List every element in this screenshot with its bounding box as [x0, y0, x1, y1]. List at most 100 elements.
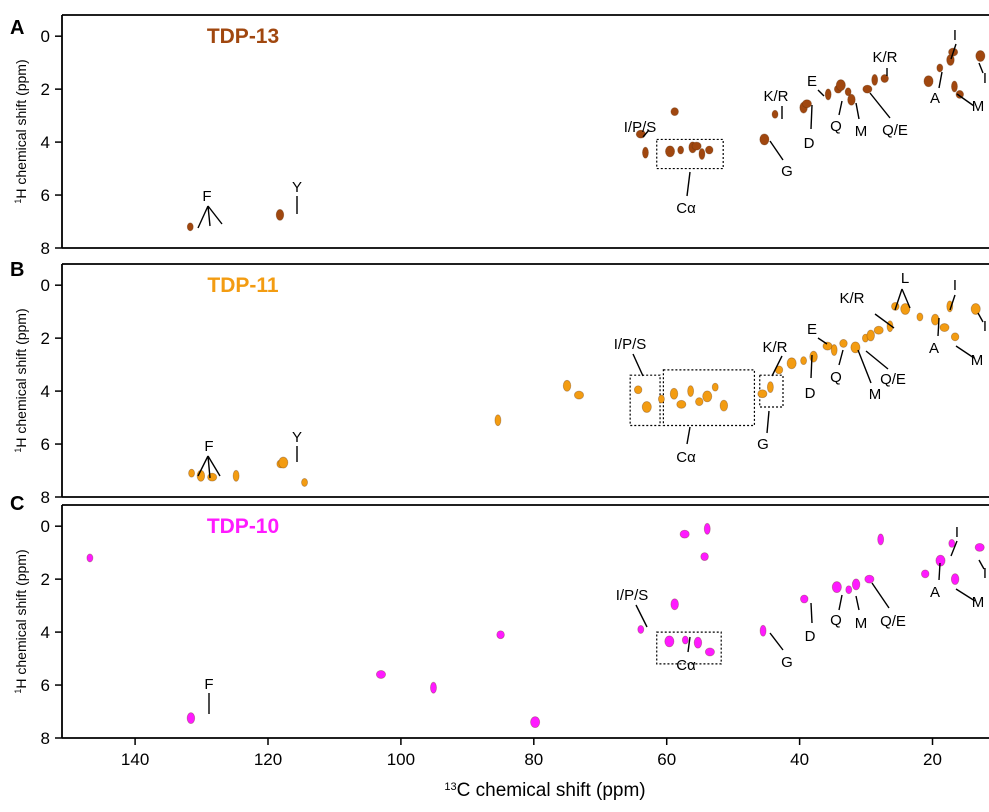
peak: [232, 469, 240, 482]
leader-line: [686, 171, 691, 197]
peak-label: A: [929, 340, 939, 357]
peak: [831, 581, 842, 593]
leader-line: [937, 317, 940, 337]
x-axis-title: 13C chemical shift (ppm): [444, 780, 645, 801]
peak: [809, 350, 818, 363]
peak: [847, 93, 856, 106]
peak: [871, 73, 879, 86]
peak: [759, 624, 767, 637]
panel-title: TDP-10: [207, 515, 279, 538]
peak-label: M: [971, 352, 984, 369]
leader-line: [938, 71, 943, 89]
peak: [207, 472, 218, 482]
peak: [186, 222, 194, 232]
leader-line: [197, 205, 209, 229]
peak: [664, 635, 675, 648]
leader-line: [838, 349, 844, 366]
peak-label: K/R: [763, 88, 788, 105]
leader-line: [950, 43, 957, 60]
peak: [530, 716, 541, 729]
y-axis-title-text: H chemical shift (ppm): [13, 59, 29, 198]
peak-label: A: [930, 584, 940, 601]
peak: [375, 670, 386, 679]
peak-label: Q: [830, 118, 842, 135]
peak-label: Q/E: [882, 122, 908, 139]
peak: [573, 390, 584, 400]
y-tick-label: 4: [41, 623, 50, 642]
leader-line: [635, 604, 648, 628]
leader-line: [771, 355, 783, 377]
leader-line: [901, 288, 911, 309]
peak: [703, 522, 711, 535]
leader-line: [810, 354, 813, 379]
x-tick-label: 20: [923, 750, 942, 769]
leader-line: [950, 540, 958, 557]
peak: [669, 387, 679, 400]
leader-line: [766, 410, 770, 434]
peak-label: M: [972, 98, 985, 115]
leader-line: [855, 595, 860, 611]
leader-line: [207, 455, 211, 479]
leader-line: [978, 559, 985, 570]
peak-label: M: [855, 123, 868, 140]
peak: [951, 80, 958, 93]
peak: [681, 635, 689, 645]
peak-label: Cα: [676, 657, 696, 674]
peak: [921, 569, 930, 579]
peak: [835, 79, 846, 92]
region-box: [656, 138, 724, 170]
peak: [494, 414, 502, 427]
peak-label: I/P/S: [614, 336, 647, 353]
peak: [301, 478, 308, 487]
peak: [430, 681, 437, 694]
panel-letter: B: [10, 259, 24, 281]
peak: [839, 339, 848, 348]
leader-line: [855, 102, 860, 120]
peak: [975, 50, 986, 62]
panel-title: TDP-11: [207, 274, 279, 297]
peak-label: E: [807, 321, 817, 338]
peak-label: L: [901, 270, 909, 287]
peak: [786, 357, 797, 370]
peak: [923, 75, 934, 88]
peak: [766, 381, 774, 394]
region-box: [656, 631, 722, 665]
y-axis-title-superscript: 1: [13, 689, 23, 694]
peak-label: G: [781, 163, 793, 180]
peak: [845, 585, 853, 595]
peak-label: Cα: [676, 449, 696, 466]
peaks: [186, 47, 986, 232]
peak: [702, 390, 713, 403]
peak: [759, 133, 770, 146]
peak: [633, 385, 643, 395]
peak: [936, 63, 944, 73]
leader-line: [817, 337, 828, 345]
panel-c: 0 2 4 6 8 1H chemical shift (ppm) C TDP-10 F I/P/…: [10, 493, 989, 748]
peaks: [188, 300, 981, 487]
leader-line: [769, 140, 784, 161]
peak: [698, 148, 706, 160]
peak: [278, 456, 289, 469]
peak: [657, 394, 665, 404]
peak-label: Q: [830, 369, 842, 386]
leader-line: [642, 129, 650, 138]
leader-line: [955, 345, 975, 359]
peak: [695, 397, 704, 407]
leader-line: [838, 100, 843, 116]
peak: [880, 74, 889, 83]
peak-label: I: [953, 27, 957, 44]
leader-line: [197, 455, 209, 477]
leader-line: [869, 92, 891, 119]
y-tick-label: 8: [41, 239, 50, 258]
peak: [705, 145, 714, 155]
y-axis-title: 1H chemical shift (ppm): [13, 549, 29, 693]
peak: [757, 389, 768, 399]
peak-label: G: [781, 654, 793, 671]
leader-line: [687, 636, 691, 653]
leader-line: [207, 205, 223, 225]
panel-letter: A: [10, 17, 24, 39]
peak: [641, 401, 652, 413]
